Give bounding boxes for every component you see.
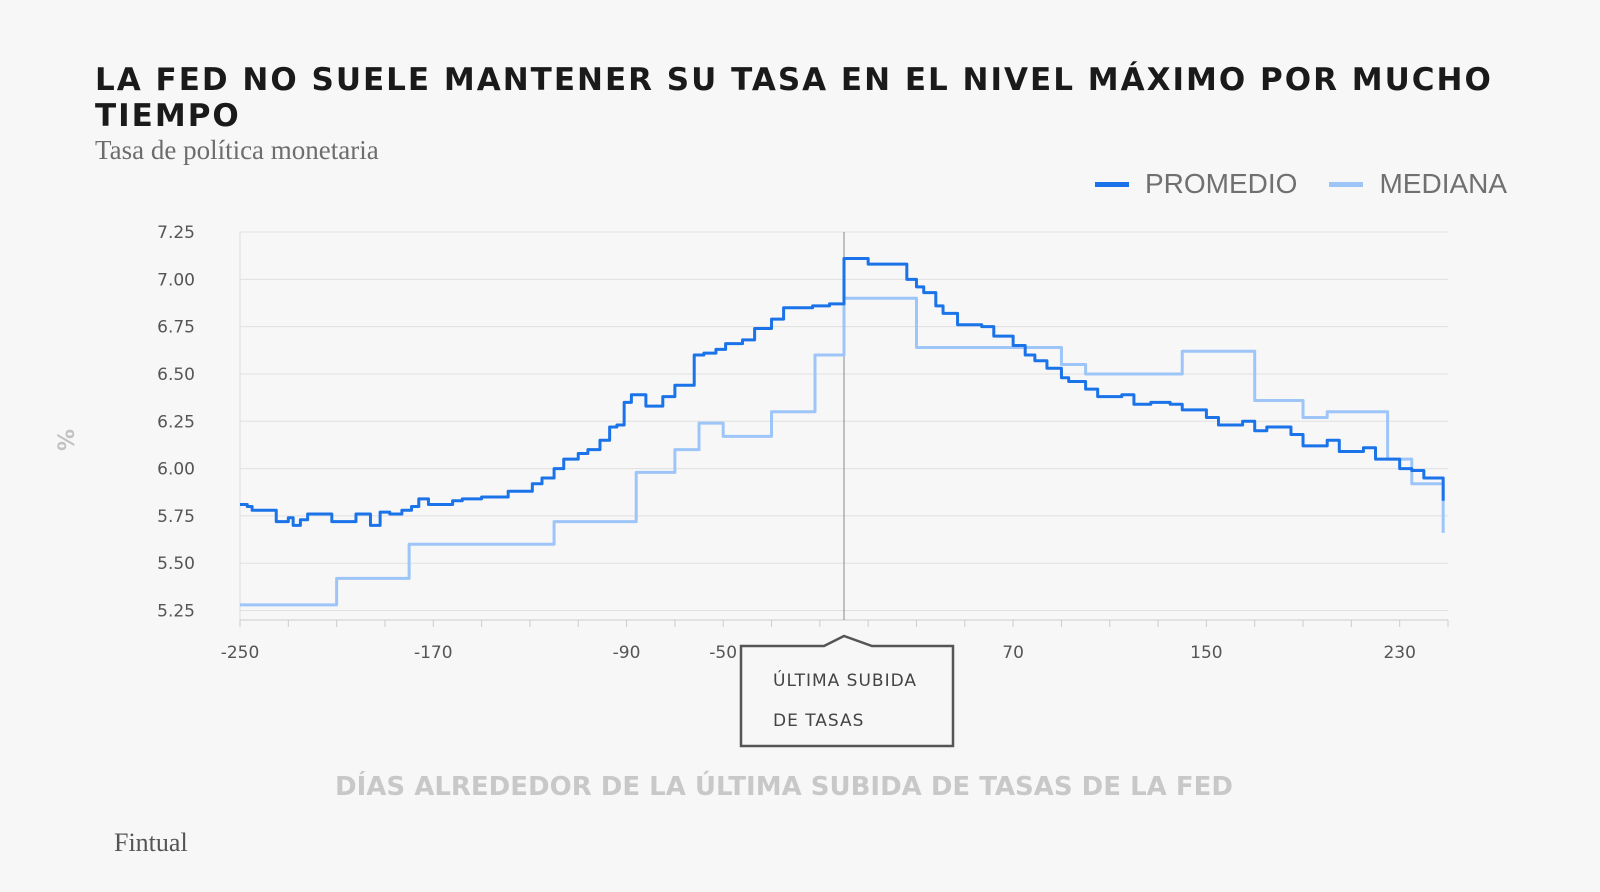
x-tick-label: 230 xyxy=(1383,643,1415,663)
series-line-promedio xyxy=(240,256,1445,527)
y-tick-label: 5.75 xyxy=(157,507,195,527)
x-tick-label: -250 xyxy=(221,643,260,663)
legend-item-mediana[interactable]: MEDIANA xyxy=(1329,168,1507,200)
annotation-callout xyxy=(739,634,955,748)
x-tick-label: 70 xyxy=(1002,643,1024,663)
legend-swatch-promedio xyxy=(1095,181,1129,187)
y-tick-label: 7.25 xyxy=(157,223,195,243)
y-tick-label: 5.50 xyxy=(157,554,195,574)
x-tick-label: -170 xyxy=(414,643,453,663)
legend-label-mediana: MEDIANA xyxy=(1379,168,1508,199)
brand-footer: Fintual xyxy=(114,828,188,857)
y-axis-label: % xyxy=(55,429,80,451)
legend-swatch-mediana xyxy=(1329,181,1364,187)
legend-label-promedio: PROMEDIO xyxy=(1145,168,1298,199)
x-axis-title: DÍAS ALREDEDOR DE LA ÚLTIMA SUBIDA DE TA… xyxy=(335,770,1233,802)
y-tick-label: 5.25 xyxy=(157,602,195,622)
y-tick-label: 6.50 xyxy=(157,365,195,385)
y-tick-label: 6.25 xyxy=(157,412,195,432)
annotation-text: ÚLTIMA SUBIDA xyxy=(773,669,917,691)
y-tick-label: 6.75 xyxy=(157,318,195,338)
y-tick-label: 7.00 xyxy=(157,270,195,290)
chart-title: LA FED NO SUELE MANTENER SU TASA EN EL N… xyxy=(95,62,1493,134)
annotation-box: ÚLTIMA SUBIDA DE TASAS xyxy=(739,634,955,748)
annotation-text: DE TASAS xyxy=(773,711,864,731)
series-line-mediana xyxy=(240,296,1445,607)
y-axis-ticks: 7.25 7.00 6.75 6.50 6.25 6.00 5.75 5.50 5.25 xyxy=(157,223,195,622)
legend-item-promedio[interactable]: PROMEDIO xyxy=(1095,168,1297,200)
series-lines xyxy=(240,256,1445,607)
legend: PROMEDIO MEDIANA xyxy=(1095,168,1539,200)
x-tick-label: -50 xyxy=(709,643,737,663)
chart-subtitle: Tasa de política monetaria xyxy=(95,135,379,165)
x-axis-ticks: -250 -170 -90 -50 70 150 230 xyxy=(221,643,1416,663)
x-tick-label: -90 xyxy=(613,643,641,663)
y-tick-label: 6.00 xyxy=(157,460,195,480)
x-tick-label: 150 xyxy=(1190,643,1222,663)
